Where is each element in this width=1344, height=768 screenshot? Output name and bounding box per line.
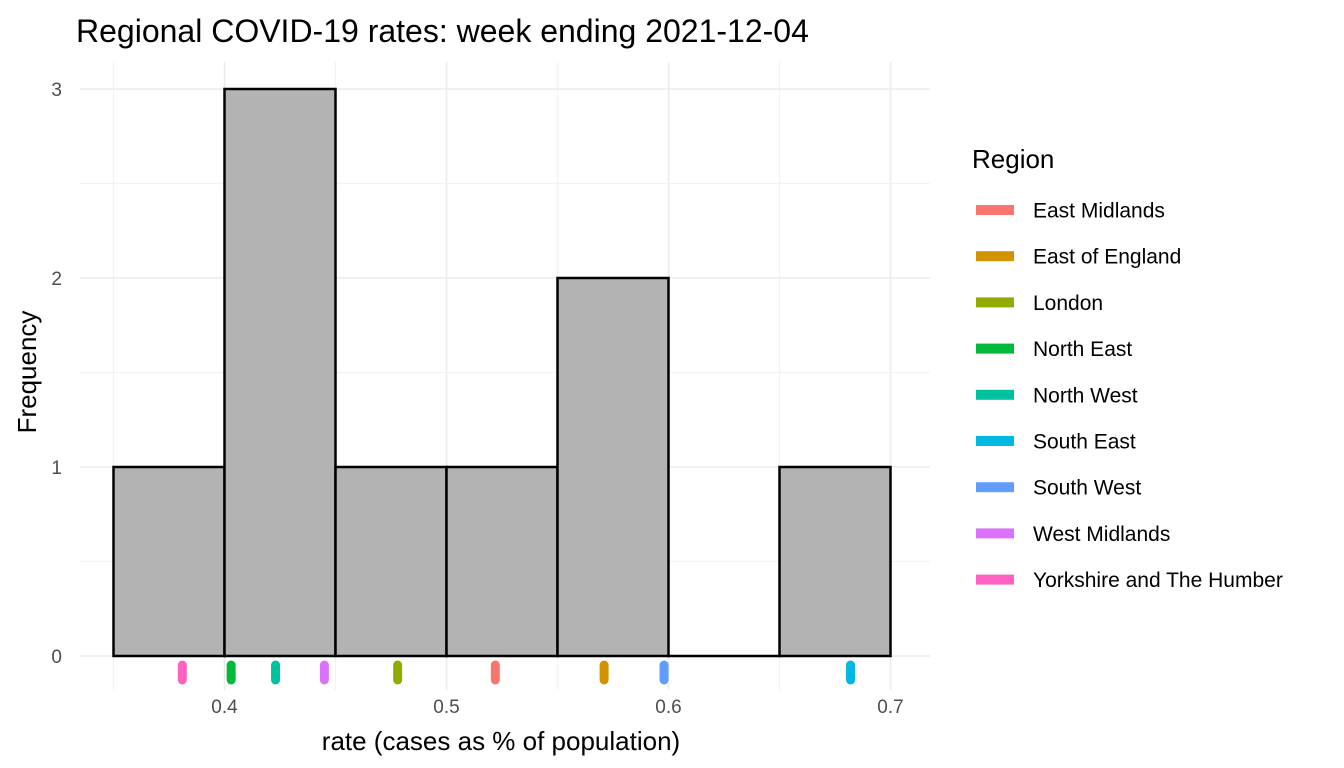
chart-title: Regional COVID-19 rates: week ending 202…	[76, 13, 809, 49]
x-axis-title: rate (cases as % of population)	[322, 726, 680, 756]
y-axis-ticks: 0 1 2 3	[51, 80, 62, 668]
legend-item: Yorkshire and The Humber	[976, 569, 1283, 592]
legend-label: North West	[1033, 384, 1138, 407]
legend-key	[976, 482, 1014, 493]
legend-key	[976, 297, 1014, 308]
legend-item: West Midlands	[976, 523, 1170, 546]
legend-label: London	[1033, 292, 1103, 315]
legend-item: East Midlands	[976, 200, 1165, 223]
y-tick-label: 3	[51, 80, 62, 101]
legend-label: West Midlands	[1033, 523, 1170, 546]
y-tick-label: 1	[51, 458, 62, 479]
histogram-bars	[112, 87, 892, 658]
legend-key	[976, 251, 1014, 262]
legend-item: North East	[976, 338, 1132, 361]
legend-items: East Midlands East of England London North …	[976, 200, 1283, 592]
legend-key	[976, 205, 1014, 215]
x-tick-label: 0.7	[877, 697, 903, 718]
legend-item: London	[976, 292, 1103, 315]
y-tick-label: 2	[51, 269, 62, 290]
x-axis-ticks: 0.4 0.5 0.6 0.7	[211, 697, 903, 718]
legend-key	[976, 343, 1014, 354]
histogram-bar	[445, 465, 559, 658]
region-rug-marks	[177, 660, 856, 685]
legend-label: South East	[1033, 431, 1136, 454]
histogram-bar	[334, 465, 448, 658]
legend-key	[976, 389, 1014, 400]
legend-item: North West	[976, 384, 1138, 407]
legend-item: South East	[976, 431, 1136, 454]
legend-title: Region	[972, 144, 1054, 174]
legend-label: East of England	[1033, 246, 1181, 269]
histogram-bar	[112, 465, 226, 658]
x-tick-label: 0.5	[433, 697, 459, 718]
x-tick-label: 0.6	[655, 697, 681, 718]
legend-key	[976, 528, 1014, 539]
y-axis-title: Frequency	[12, 311, 42, 434]
legend-item: South West	[976, 477, 1141, 500]
legend-key	[976, 574, 1014, 585]
legend: Region East Midlands East of England Londo…	[972, 144, 1283, 592]
legend-item: East of England	[976, 246, 1181, 269]
legend-label: East Midlands	[1033, 200, 1165, 223]
legend-label: South West	[1033, 477, 1141, 500]
legend-label: Yorkshire and The Humber	[1033, 569, 1283, 592]
histogram-bar	[223, 87, 337, 658]
histogram-bar	[778, 465, 892, 658]
y-tick-label: 0	[51, 647, 62, 668]
x-tick-label: 0.4	[211, 697, 238, 718]
histogram-bar	[556, 276, 670, 658]
legend-key	[976, 436, 1014, 446]
legend-label: North East	[1033, 338, 1132, 361]
